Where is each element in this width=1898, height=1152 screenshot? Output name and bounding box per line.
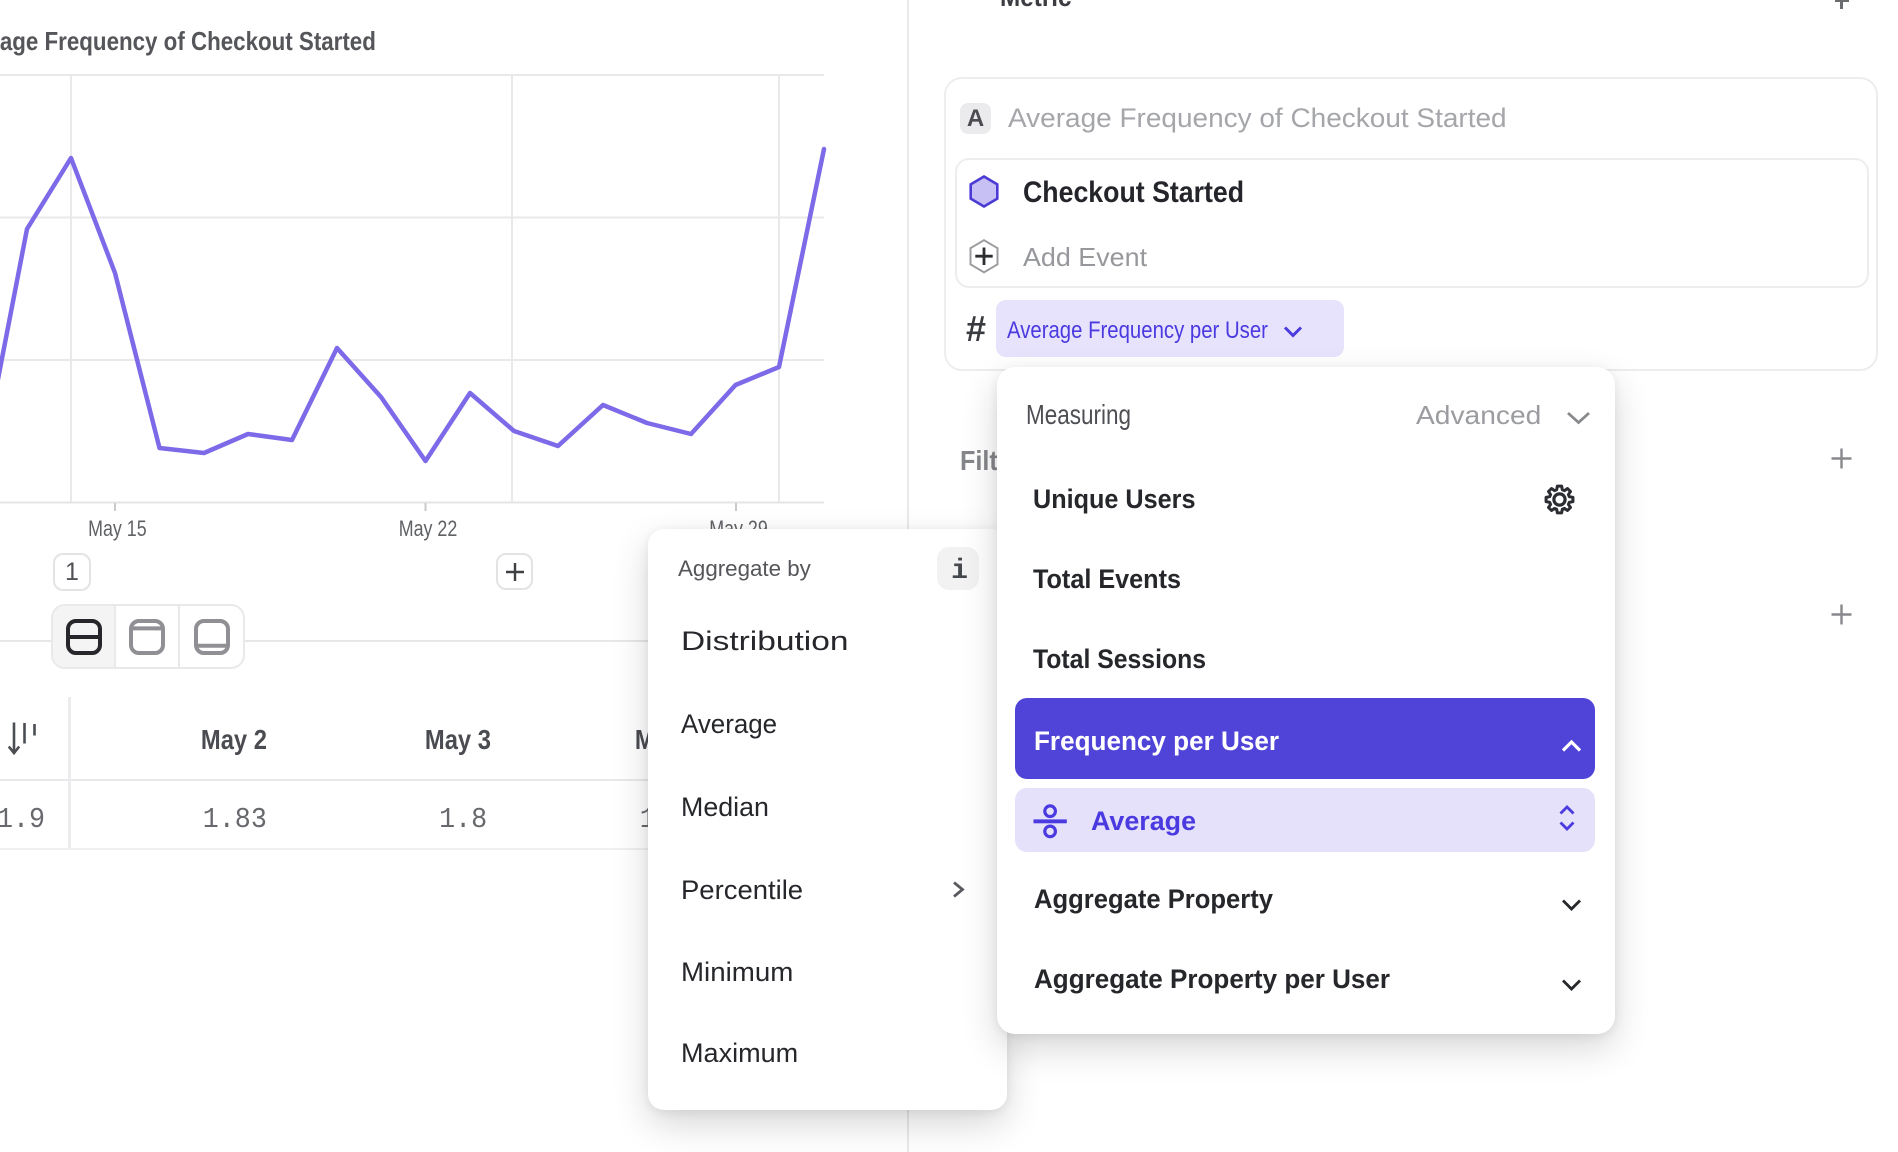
svg-text:May 15: May 15	[88, 516, 147, 541]
svg-text:May 22: May 22	[399, 516, 458, 541]
